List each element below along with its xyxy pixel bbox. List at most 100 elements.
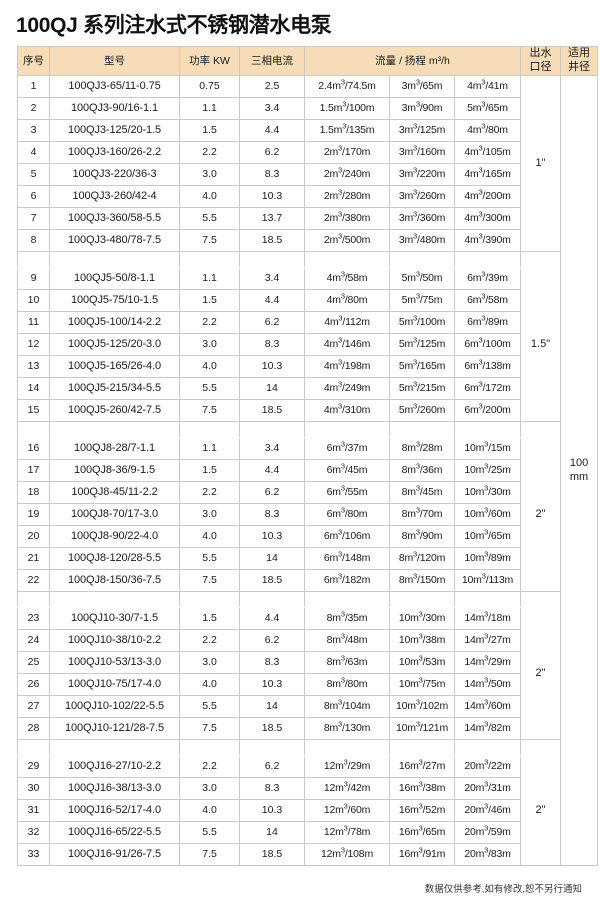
- cell-flow-head-2: 3m3/360m: [389, 206, 455, 230]
- header-model: 型号: [49, 46, 180, 76]
- cell-flow-head-2: 10m3/53m: [389, 650, 455, 674]
- cell-flow-head-3: 6m3/138m: [453, 354, 522, 378]
- cubic-meter-exponent: 3: [484, 483, 489, 493]
- cell-flow-head-2: 5m3/100m: [389, 310, 455, 334]
- cubic-meter-exponent: 3: [338, 697, 342, 707]
- table-body: 1 100QJ3-65/11-0.75 0.75 2.5 2.4m3/74.5m 3m3/…: [17, 74, 599, 866]
- cell-flow-head-1: 4m3/310m: [304, 398, 390, 422]
- cell-model: 100QJ5-260/42-7.5: [49, 398, 180, 422]
- table-row: 26 100QJ10-75/17-4.0 4.0 10.3 8m3/80m 10m3/75…: [17, 672, 598, 696]
- cubic-meter-exponent: 3: [340, 675, 345, 685]
- group-separator-row: [17, 738, 598, 756]
- cell-flow-head-3: 10m3/30m: [453, 480, 522, 504]
- cell-power: 1.1: [179, 266, 240, 290]
- cell-flow-head-3: 5m3/65m: [453, 96, 522, 120]
- cubic-meter-exponent: 3: [413, 549, 417, 559]
- cubic-meter-exponent: 3: [340, 609, 345, 619]
- cubic-meter-exponent: 3: [484, 527, 489, 537]
- cell-index: 32: [17, 820, 50, 844]
- separator-cell: [17, 420, 50, 438]
- table-row: 12 100QJ5-125/20-3.0 3.0 8.3 4m3/146m 5m3/125…: [17, 332, 598, 356]
- header-current: 三相电流: [239, 46, 305, 76]
- cell-model: 100QJ3-65/11-0.75: [49, 74, 180, 98]
- separator-cell: [17, 738, 50, 756]
- cubic-meter-exponent: 3: [338, 549, 342, 559]
- separator-cell: [520, 420, 562, 438]
- cell-index: 4: [17, 140, 50, 164]
- cell-model: 100QJ16-52/17-4.0: [49, 798, 180, 822]
- cell-flow-head-2: 3m3/260m: [389, 184, 455, 208]
- cubic-meter-exponent: 3: [342, 121, 347, 131]
- table-row: 5 100QJ3-220/36-3 3.0 8.3 2m3/240m 3m3/220m 4m…: [17, 162, 598, 186]
- header-outlet-diameter: 出水 口径: [520, 46, 562, 76]
- cell-current: 8.3: [239, 650, 305, 674]
- cell-power: 4.0: [179, 354, 240, 378]
- cell-index: 1: [17, 74, 50, 98]
- header-power: 功率 KW: [179, 46, 240, 76]
- cubic-meter-exponent: 3: [338, 209, 342, 219]
- cubic-meter-exponent: 3: [478, 231, 483, 241]
- cell-model: 100QJ5-100/14-2.2: [49, 310, 180, 334]
- cell-model: 100QJ3-220/36-3: [49, 162, 180, 186]
- cell-index: 18: [17, 480, 50, 504]
- cell-flow-head-1: 6m3/80m: [304, 502, 390, 526]
- cubic-meter-exponent: 3: [338, 571, 342, 581]
- table-row: 16 100QJ8-28/7-1.1 1.1 3.4 6m3/37m 8m3/28m 10m…: [17, 436, 598, 592]
- cubic-meter-exponent: 3: [484, 631, 489, 641]
- cubic-meter-exponent: 3: [415, 77, 420, 87]
- separator-cell: [453, 250, 522, 268]
- cell-flow-head-1: 6m3/55m: [304, 480, 390, 504]
- separator-cell: [179, 738, 240, 756]
- cubic-meter-exponent: 3: [342, 99, 347, 109]
- separator-cell: [49, 590, 180, 608]
- separator-cell: [389, 738, 455, 756]
- cell-flow-head-3: 20m3/22m: [453, 754, 522, 778]
- cell-outlet-diameter: 2": [520, 754, 562, 866]
- cubic-meter-exponent: 3: [338, 143, 342, 153]
- cell-flow-head-3: 20m3/31m: [453, 776, 522, 800]
- cell-index: 24: [17, 628, 50, 652]
- cell-index: 5: [17, 162, 50, 186]
- cubic-meter-exponent: 3: [343, 757, 348, 767]
- cubic-meter-exponent: 3: [484, 653, 489, 663]
- cell-power: 3.0: [179, 502, 240, 526]
- separator-cell: [453, 420, 522, 438]
- cubic-meter-exponent: 3: [418, 653, 423, 663]
- cell-model: 100QJ3-125/20-1.5: [49, 118, 180, 142]
- cell-current: 18.5: [239, 228, 305, 252]
- cubic-meter-exponent: 3: [340, 845, 345, 855]
- cubic-meter-exponent: 3: [413, 313, 417, 323]
- table-row: 18 100QJ8-45/11-2.2 2.2 6.2 6m3/55m 8m3/45m 10…: [17, 480, 598, 504]
- table-row: 31 100QJ16-52/17-4.0 4.0 10.3 12m3/60m 16m3/5…: [17, 798, 598, 822]
- cell-index: 14: [17, 376, 50, 400]
- separator-cell: [17, 590, 50, 608]
- cell-flow-head-2: 8m3/45m: [389, 480, 455, 504]
- cubic-meter-exponent: 3: [338, 527, 342, 537]
- cell-flow-head-2: 10m3/38m: [389, 628, 455, 652]
- cubic-meter-exponent: 3: [413, 121, 417, 131]
- cell-model: 100QJ5-50/8-1.1: [49, 266, 180, 290]
- cell-flow-head-3: 14m3/18m: [453, 606, 522, 630]
- cell-power: 2.2: [179, 754, 240, 778]
- cell-flow-head-1: 2m3/240m: [304, 162, 390, 186]
- cell-flow-head-2: 16m3/38m: [389, 776, 455, 800]
- cell-flow-head-2: 5m3/75m: [389, 288, 455, 312]
- pump-specification-table: 序号 型号 功率 KW 三相电流 流量 / 扬程 m³/h 出水 口径 适用 井…: [17, 46, 599, 866]
- cell-flow-head-3: 4m3/165m: [453, 162, 522, 186]
- cell-power: 7.5: [179, 842, 240, 866]
- cell-flow-head-1: 12m3/60m: [304, 798, 390, 822]
- cell-flow-head-1: 6m3/106m: [304, 524, 390, 548]
- cell-current: 8.3: [239, 776, 305, 800]
- table-header: 序号 型号 功率 KW 三相电流 流量 / 扬程 m³/h 出水 口径 适用 井…: [17, 46, 599, 76]
- cell-flow-head-2: 16m3/65m: [389, 820, 455, 844]
- cell-index: 25: [17, 650, 50, 674]
- table-row: 6 100QJ3-260/42-4 4.0 10.3 2m3/280m 3m3/260m 4…: [17, 184, 598, 208]
- cell-flow-head-3: 4m3/41m: [453, 74, 522, 98]
- cell-power: 5.5: [179, 376, 240, 400]
- cell-model: 100QJ10-75/17-4.0: [49, 672, 180, 696]
- cubic-meter-exponent: 3: [413, 571, 417, 581]
- cell-power: 7.5: [179, 398, 240, 422]
- cell-model: 100QJ10-38/10-2.2: [49, 628, 180, 652]
- header-well-line1: 适用: [568, 47, 591, 59]
- cell-power: 4.0: [179, 524, 240, 548]
